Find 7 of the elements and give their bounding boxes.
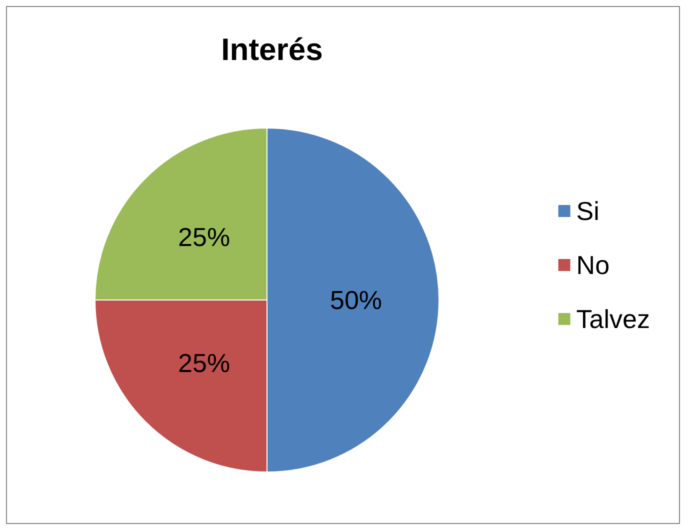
legend-label: No <box>576 250 610 280</box>
legend-label: Si <box>576 196 600 226</box>
data-label: 25% <box>178 348 230 378</box>
legend-label: Talvez <box>576 304 650 334</box>
chart-title: Interés <box>221 32 323 67</box>
data-label: 25% <box>178 222 230 252</box>
data-label: 50% <box>330 285 382 315</box>
